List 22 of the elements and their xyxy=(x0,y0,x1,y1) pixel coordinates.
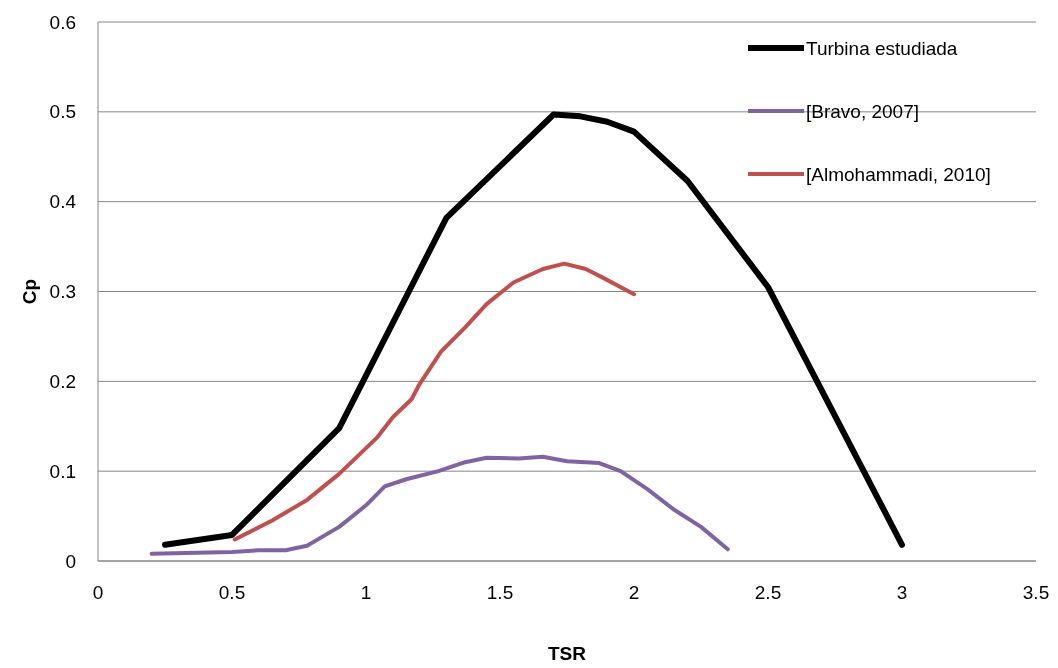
y-axis-title: Cp xyxy=(19,278,40,305)
x-tick-label: 1.5 xyxy=(486,582,514,603)
x-tick-label: 3 xyxy=(896,582,908,603)
y-tick-label: 0.4 xyxy=(49,191,77,213)
y-tick-label: 0.6 xyxy=(49,11,76,33)
y-tick-label: 0 xyxy=(65,550,76,572)
line-series xyxy=(232,261,636,542)
legend-label: [Bravo, 2007] xyxy=(806,100,920,122)
y-tick-label: 0.1 xyxy=(49,460,76,482)
x-tick-label: 2.5 xyxy=(754,582,782,603)
x-axis-title: TSR xyxy=(548,643,587,664)
legend-label: Turbina estudiada xyxy=(806,37,958,59)
y-tick-label: 0.3 xyxy=(49,281,76,303)
x-tick-label: 3.5 xyxy=(1022,582,1050,603)
x-tick-label: 1 xyxy=(360,582,372,603)
y-tick-label: 0.2 xyxy=(49,370,76,392)
x-tick-label: 0.5 xyxy=(218,582,246,603)
line-series xyxy=(149,454,730,556)
legend-label: [Almohammadi, 2010] xyxy=(806,163,991,185)
x-tick-label: 0 xyxy=(92,582,104,603)
x-tick-label: 2 xyxy=(628,582,640,603)
y-tick-label: 0.5 xyxy=(49,101,76,123)
